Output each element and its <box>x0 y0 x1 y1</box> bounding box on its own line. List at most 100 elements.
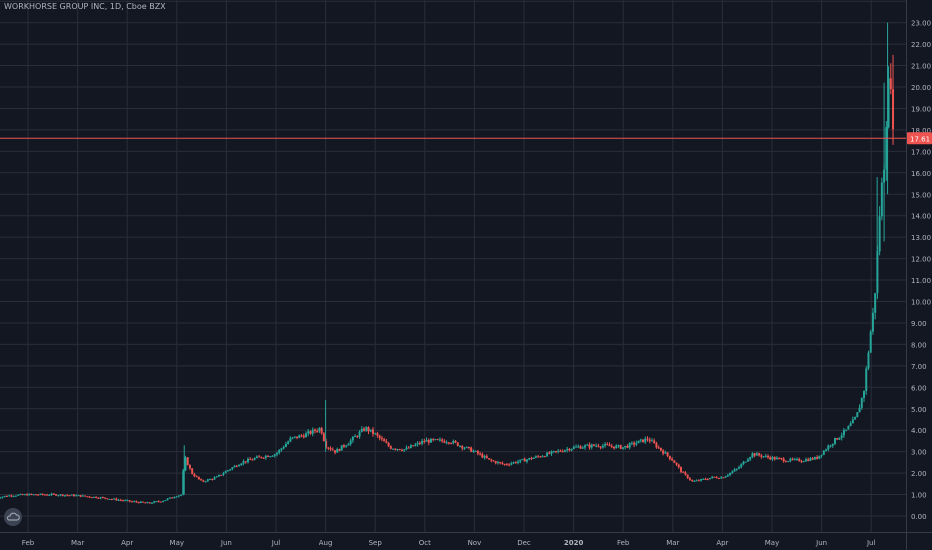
candle-body <box>637 440 640 444</box>
candle-body <box>242 461 245 464</box>
candle-body <box>166 498 169 501</box>
candle-body <box>581 447 584 449</box>
y-tick-label: 11.00 <box>911 277 931 285</box>
x-tick-label: May <box>765 539 779 547</box>
candle-body <box>659 447 662 451</box>
candle-body <box>760 455 763 457</box>
candle-body <box>499 462 502 464</box>
candle-body <box>3 495 6 497</box>
candle-body <box>84 495 87 497</box>
candle-body <box>222 473 225 475</box>
candle-body <box>421 441 424 444</box>
candle-body <box>403 449 406 451</box>
candle-body <box>195 476 198 478</box>
candle-body <box>414 444 417 447</box>
candle-body <box>121 500 124 502</box>
candle-body <box>354 436 357 438</box>
candle-body <box>217 474 220 477</box>
candle-body <box>371 429 374 434</box>
candle-body <box>749 457 752 460</box>
candle-body <box>682 471 685 473</box>
candle-body <box>392 448 395 450</box>
candle-body <box>773 457 776 460</box>
candle-body <box>376 433 379 436</box>
candle-body <box>778 457 781 459</box>
candle-body <box>394 448 397 450</box>
candle-body <box>731 471 734 473</box>
candle-body <box>151 502 153 504</box>
price-label: 17.61 <box>910 135 930 143</box>
candle-body <box>851 419 854 424</box>
candle-body <box>287 441 290 444</box>
candle-body <box>606 444 609 446</box>
candle-body <box>88 496 91 498</box>
x-tick-label: Oct <box>419 539 431 547</box>
candle-body <box>423 441 426 443</box>
candle-body <box>278 449 281 453</box>
candle-body <box>267 455 270 457</box>
candle-body <box>874 293 877 313</box>
candle-body <box>854 417 857 420</box>
candle-body <box>262 457 265 459</box>
candle-body <box>258 456 261 458</box>
candle-body <box>23 494 26 496</box>
candle-body <box>175 496 178 498</box>
candle-body <box>537 456 540 458</box>
candle-body <box>438 439 441 441</box>
candle-body <box>213 477 216 480</box>
candle-body <box>490 459 493 461</box>
candle-body <box>186 457 189 466</box>
candle-body <box>563 450 566 452</box>
candle-body <box>398 449 401 451</box>
candle-body <box>407 447 410 449</box>
candle-body <box>671 458 674 461</box>
y-tick-label: 6.00 <box>911 384 927 392</box>
candle-body <box>436 439 439 441</box>
candle-body <box>566 448 569 451</box>
y-tick-label: 18.00 <box>911 127 931 135</box>
candle-body <box>697 480 700 482</box>
candle-body <box>244 461 247 463</box>
candle-body <box>833 438 836 444</box>
candle-body <box>740 464 743 468</box>
candle-body <box>95 496 98 498</box>
candle-body <box>767 455 770 458</box>
candle-body <box>358 431 361 437</box>
candle-body <box>211 479 214 481</box>
candle-body <box>521 459 524 461</box>
candle-body <box>450 443 453 445</box>
candle-body <box>476 450 479 454</box>
candle-body <box>171 497 174 499</box>
candle-body <box>599 446 602 448</box>
candle-body <box>302 435 305 438</box>
candle-body <box>92 496 95 498</box>
candle-body <box>231 467 234 470</box>
y-tick-label: 3.00 <box>911 449 927 457</box>
candle-body <box>820 454 823 456</box>
candle-body <box>327 447 330 449</box>
candle-body <box>113 498 116 500</box>
candle-body <box>742 461 745 465</box>
candle-body <box>240 463 243 466</box>
candle-body <box>546 452 549 457</box>
candle-body <box>811 458 814 460</box>
candle-body <box>836 438 839 440</box>
candle-body <box>66 495 69 497</box>
candle-body <box>427 440 430 443</box>
candle-body <box>184 457 187 471</box>
candle-body <box>771 457 774 460</box>
candle-body <box>144 502 147 504</box>
candle-body <box>543 456 546 458</box>
candle-body <box>155 501 158 503</box>
candle-body <box>55 494 58 496</box>
candle-body <box>374 433 377 435</box>
candle-body <box>713 476 716 478</box>
candle-body <box>61 494 64 496</box>
candle-body <box>818 455 821 459</box>
candle-body <box>541 456 544 458</box>
candle-body <box>601 445 604 448</box>
candle-body <box>17 494 20 496</box>
candle-body <box>724 476 727 478</box>
